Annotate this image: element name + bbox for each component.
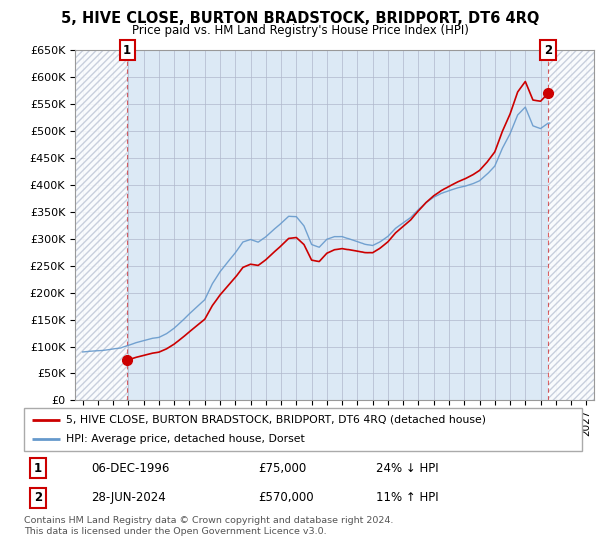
Text: £75,000: £75,000: [259, 462, 307, 475]
Text: 06-DEC-1996: 06-DEC-1996: [91, 462, 169, 475]
Text: 2: 2: [544, 44, 552, 57]
Text: Price paid vs. HM Land Registry's House Price Index (HPI): Price paid vs. HM Land Registry's House …: [131, 24, 469, 36]
Text: 1: 1: [34, 462, 42, 475]
Text: 1: 1: [123, 44, 131, 57]
Text: 28-JUN-2024: 28-JUN-2024: [91, 491, 166, 504]
Bar: [548, 50, 594, 400]
Bar: [75, 50, 127, 400]
Text: 5, HIVE CLOSE, BURTON BRADSTOCK, BRIDPORT, DT6 4RQ: 5, HIVE CLOSE, BURTON BRADSTOCK, BRIDPOR…: [61, 11, 539, 26]
FancyBboxPatch shape: [24, 408, 582, 451]
Text: Contains HM Land Registry data © Crown copyright and database right 2024.
This d: Contains HM Land Registry data © Crown c…: [24, 516, 394, 536]
Text: 11% ↑ HPI: 11% ↑ HPI: [376, 491, 438, 504]
Text: £570,000: £570,000: [259, 491, 314, 504]
Text: 24% ↓ HPI: 24% ↓ HPI: [376, 462, 438, 475]
Text: HPI: Average price, detached house, Dorset: HPI: Average price, detached house, Dors…: [66, 435, 305, 444]
Text: 2: 2: [34, 491, 42, 504]
Text: 5, HIVE CLOSE, BURTON BRADSTOCK, BRIDPORT, DT6 4RQ (detached house): 5, HIVE CLOSE, BURTON BRADSTOCK, BRIDPOR…: [66, 415, 486, 424]
